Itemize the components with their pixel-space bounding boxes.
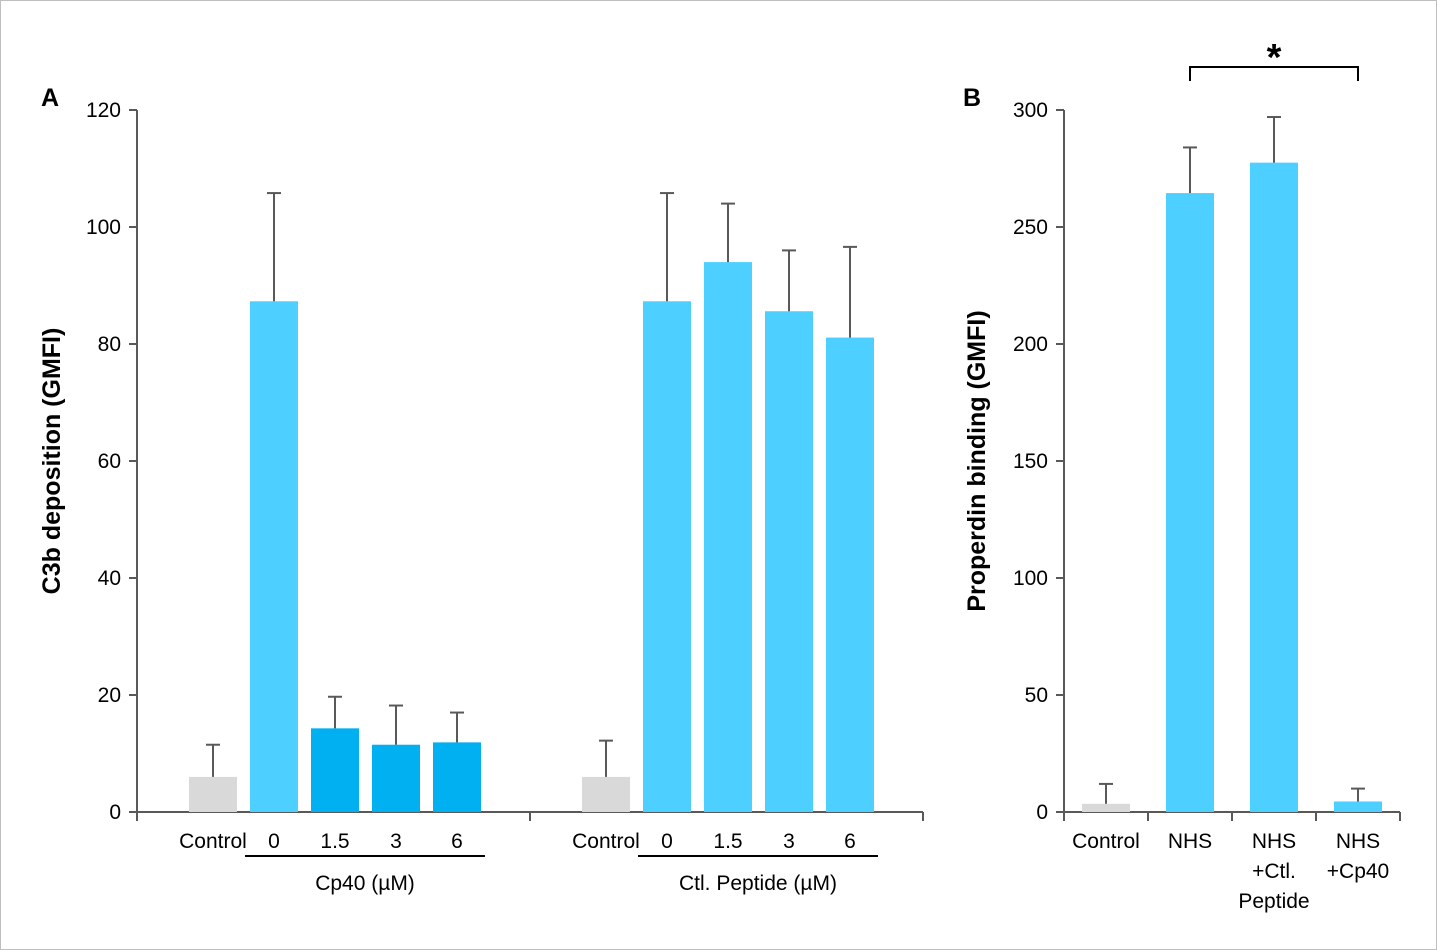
panel-a-error-bar bbox=[660, 192, 674, 302]
panel-a-bar bbox=[765, 311, 813, 812]
panel-b-y-tick-label: 50 bbox=[1025, 684, 1048, 707]
panel-a-category-label: 0 bbox=[661, 830, 673, 853]
panel-b-bar bbox=[1082, 803, 1130, 812]
panel-b-category-label: NHS bbox=[1336, 830, 1380, 853]
panel-a-error-bar bbox=[450, 711, 464, 743]
panel-a-error-bar bbox=[328, 695, 342, 729]
panel-b-category-label: +Cp40 bbox=[1327, 860, 1389, 883]
panel-b-y-tick-label: 200 bbox=[1013, 333, 1048, 356]
panel-a-category-label: Control bbox=[179, 830, 247, 853]
panel-a-bar bbox=[250, 301, 298, 812]
panel-a-category-label: 1.5 bbox=[320, 830, 349, 853]
panel-a-category-label: Control bbox=[572, 830, 640, 853]
panel-b-category-label: +Ctl. bbox=[1252, 860, 1296, 883]
panel-b-category-label: Peptide bbox=[1238, 890, 1309, 913]
panel-a-error-bar bbox=[206, 743, 220, 777]
panel-a-error-bar bbox=[782, 249, 796, 312]
panel-a-bar bbox=[311, 728, 359, 812]
significance-star: * bbox=[1267, 37, 1282, 79]
panel-b-category-label: Control bbox=[1072, 830, 1140, 853]
panel-a-y-tick-label: 80 bbox=[98, 333, 121, 356]
panel-b-plot: 0 50 100 150 200 250 300 Control NHS NHS +Ctl. Pept… bbox=[1013, 37, 1401, 913]
panel-b-y-tick-label: 0 bbox=[1036, 801, 1048, 824]
panel-b-y-tick-label: 250 bbox=[1013, 216, 1048, 239]
panel-a-y-axis-label: C3b deposition (GMFI) bbox=[38, 328, 66, 595]
panel-a-y-tick-label: 120 bbox=[86, 99, 121, 122]
panel-a-error-bar bbox=[721, 202, 735, 263]
panel-b-y-tick-label: 300 bbox=[1013, 99, 1048, 122]
panel-a-category-label: 6 bbox=[451, 830, 463, 853]
panel-a-error-bar bbox=[389, 704, 403, 745]
panel-b-bar bbox=[1166, 193, 1214, 812]
panel-a-y-tick-label: 60 bbox=[98, 450, 121, 473]
panel-b-category-label: NHS bbox=[1252, 830, 1296, 853]
panel-a-category-label: 3 bbox=[390, 830, 402, 853]
panel-b-y-tick-label: 100 bbox=[1013, 567, 1048, 590]
panel-a-bar bbox=[433, 742, 481, 812]
panel-b-error-bar bbox=[1099, 782, 1113, 804]
panel-b-bar bbox=[1250, 162, 1298, 812]
panel-a-y-tick-label: 0 bbox=[109, 801, 121, 824]
panel-a-category-label: 3 bbox=[783, 830, 795, 853]
panel-a-y-tick-label: 100 bbox=[86, 216, 121, 239]
panel-b-y-axis-label: Properdin binding (GMFI) bbox=[963, 310, 991, 611]
panel-a-error-bar bbox=[599, 739, 613, 777]
panel-a-bar bbox=[189, 776, 237, 812]
panel-a-bar bbox=[643, 301, 691, 812]
panel-a-label: A bbox=[41, 84, 59, 112]
panel-a-bar bbox=[372, 744, 420, 812]
panel-a-y-tick-label: 40 bbox=[98, 567, 121, 590]
panel-a-category-label: 1.5 bbox=[713, 830, 742, 853]
panel-b-error-bar bbox=[1267, 116, 1281, 163]
panel-b-error-bar bbox=[1351, 787, 1365, 802]
panel-b-category-label: NHS bbox=[1168, 830, 1212, 853]
panel-b-label: B bbox=[963, 84, 981, 112]
panel-b-error-bar bbox=[1183, 146, 1197, 194]
panel-a-y-tick-label: 20 bbox=[98, 684, 121, 707]
panel-a-error-bar bbox=[267, 192, 281, 302]
panel-a-category-label: 6 bbox=[844, 830, 856, 853]
panel-a-error-bar bbox=[843, 245, 857, 338]
panel-b-y-tick-label: 150 bbox=[1013, 450, 1048, 473]
panel-a-bar bbox=[826, 337, 874, 812]
panel-b-bar bbox=[1334, 801, 1382, 812]
panel-a-group-label: Ctl. Peptide (µM) bbox=[679, 872, 837, 895]
panel-a-bar bbox=[582, 776, 630, 812]
panel-a-bar bbox=[704, 262, 752, 813]
panel-a-category-label: 0 bbox=[268, 830, 280, 853]
significance-bracket bbox=[1189, 66, 1359, 81]
panel-a-group-label: Cp40 (µM) bbox=[315, 872, 415, 895]
